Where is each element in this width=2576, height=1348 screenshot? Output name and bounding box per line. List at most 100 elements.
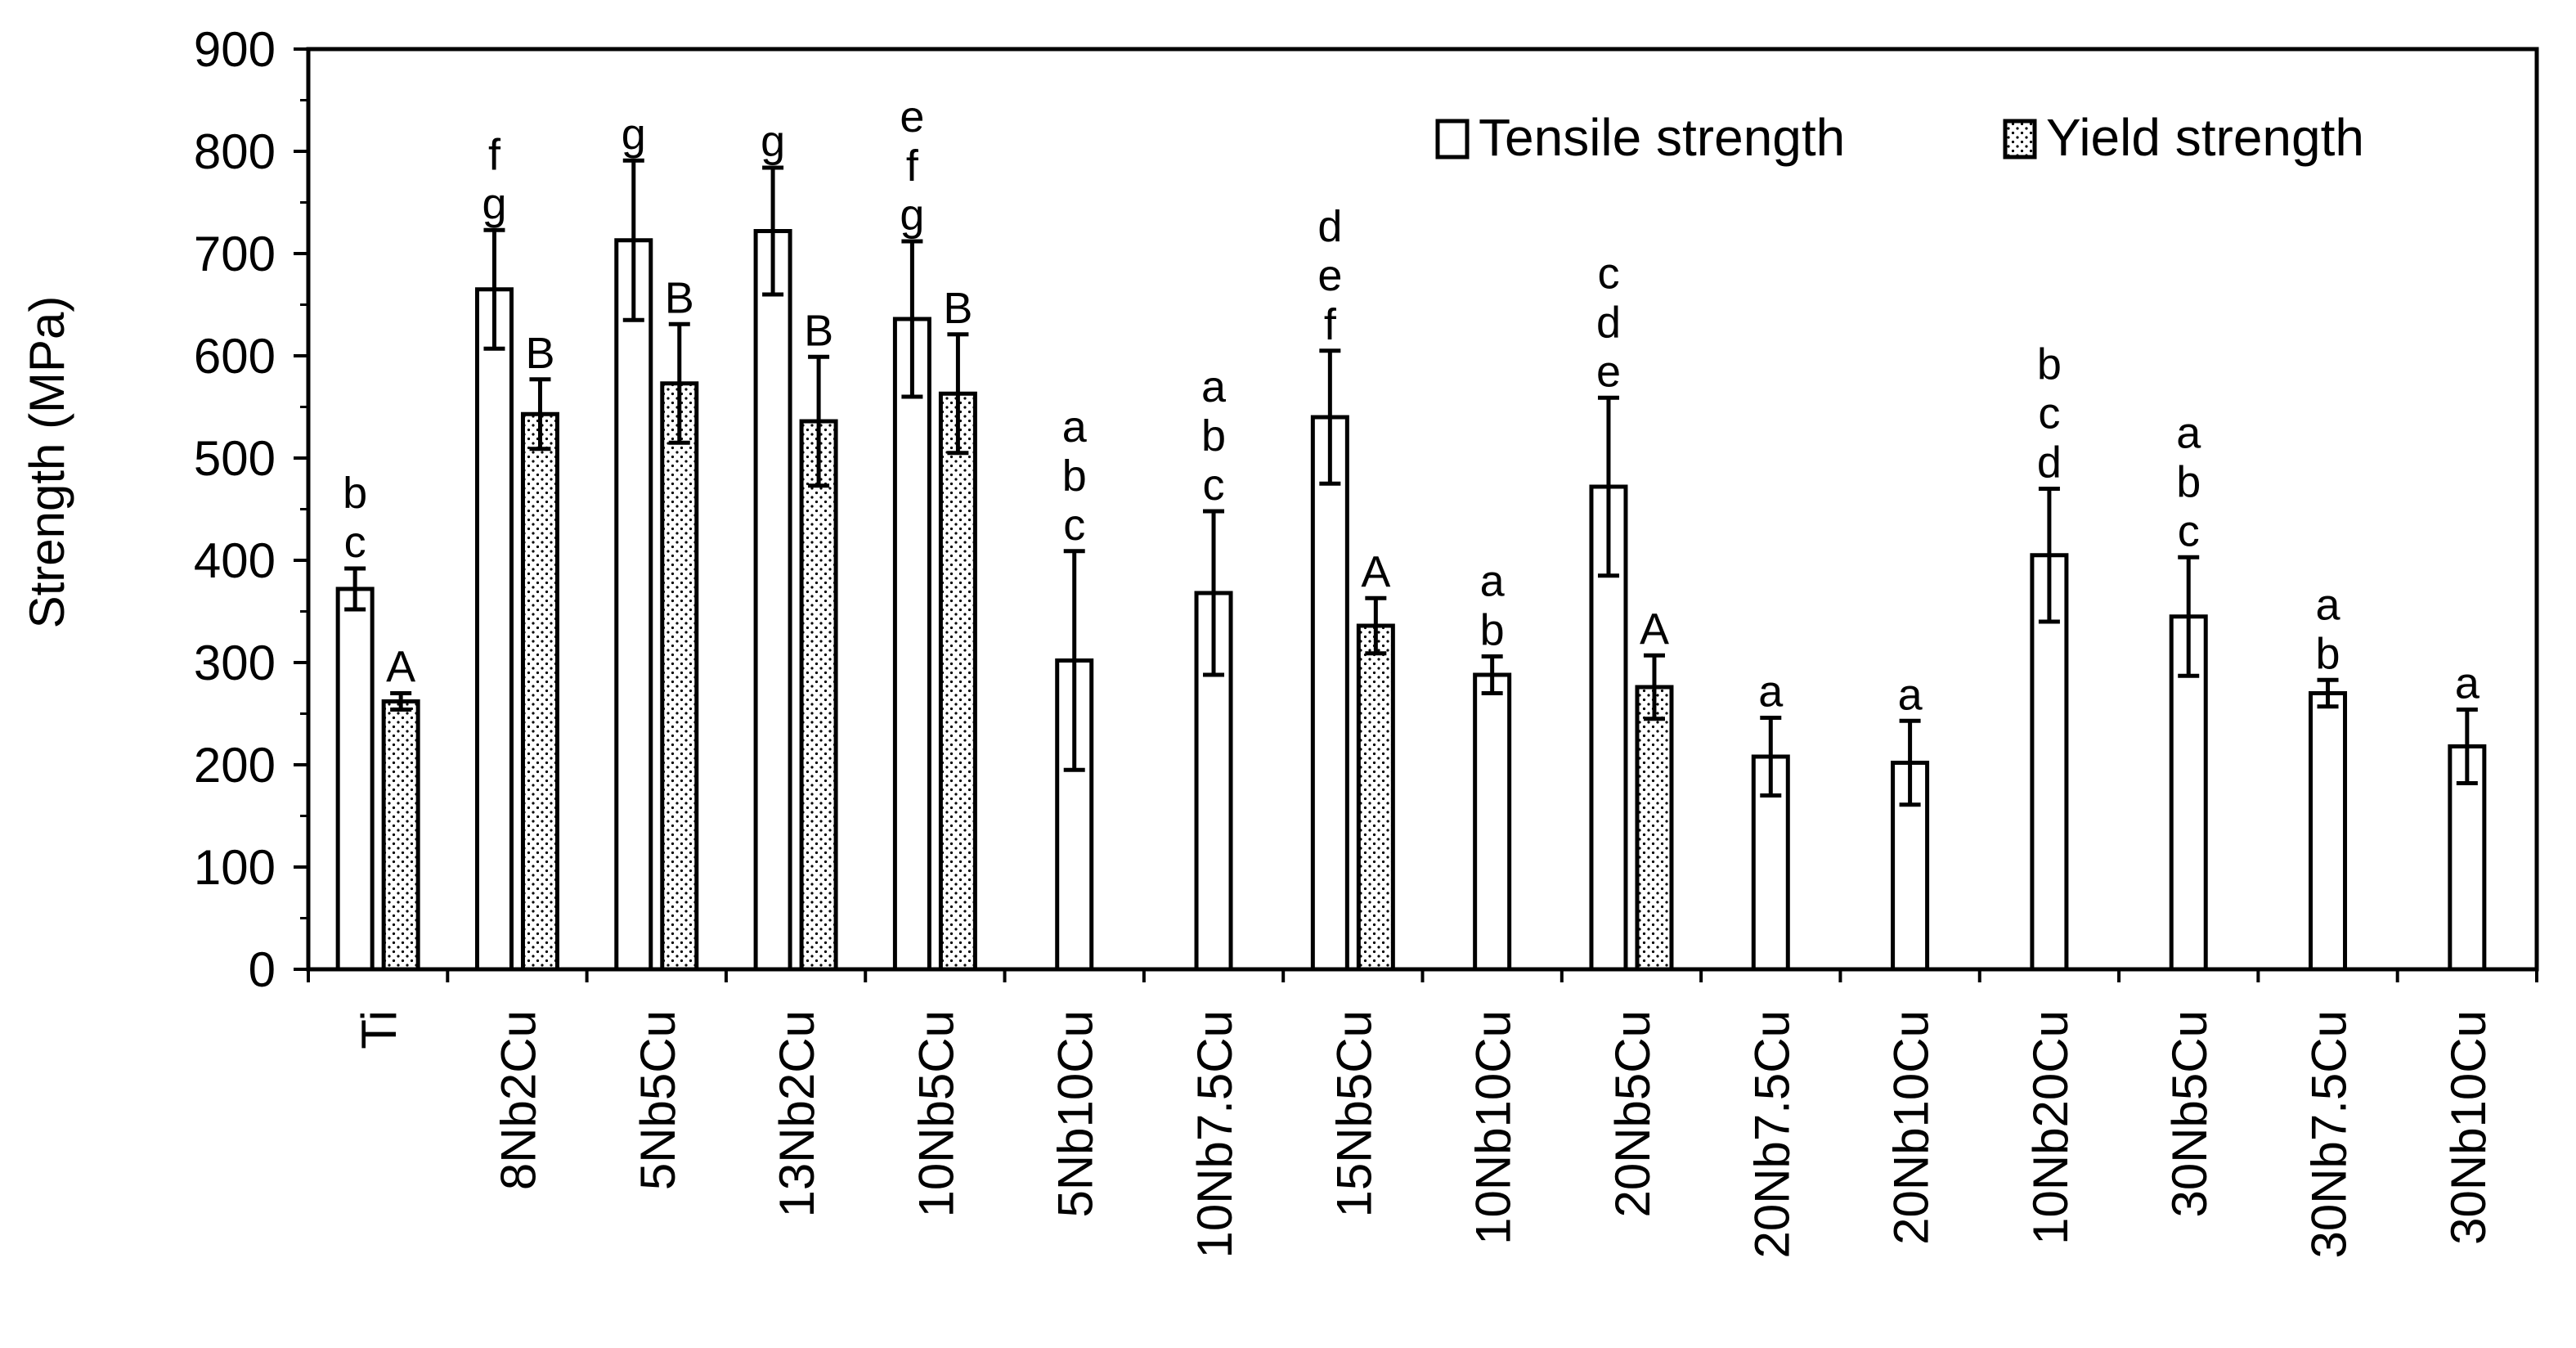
y-tick-label: 600 [194,329,276,384]
x-category-label: 20Nb7.5Cu [1744,1010,1799,1259]
significance-letter: g [482,179,506,228]
significance-letter: e [1596,347,1621,396]
x-category-label: 30Nb10Cu [2441,1010,2496,1245]
legend-label-yield: Yield strength [2046,108,2364,167]
x-category-label: 5Nb5Cu [631,1010,685,1190]
significance-letter: B [804,306,833,355]
tensile-bar [1194,591,1233,972]
legend-label-tensile: Tensile strength [1479,108,1845,167]
yield-bar [799,419,838,972]
tensile-significance-letters: g [761,117,785,166]
yield-bar [938,391,977,972]
yield-significance-letters: A [1640,604,1669,654]
significance-letter: a [2455,659,2480,708]
significance-letter: A [386,643,415,692]
significance-letter: a [2176,408,2201,457]
significance-letter: f [1324,300,1337,349]
significance-letter: b [2176,457,2201,506]
y-tick-label: 700 [194,227,276,281]
yield-significance-letters: B [665,273,694,322]
significance-letter: c [344,518,366,567]
tensile-bar [1473,672,1512,972]
significance-letter: d [2037,438,2062,488]
y-tick-label: 500 [194,431,276,486]
yield-bar [1356,623,1395,972]
significance-letter: b [1480,606,1505,655]
x-category-label: 10Nb10Cu [1466,1010,1521,1245]
yield-significance-letters: B [525,329,554,378]
x-category-label: 10Nb7.5Cu [1187,1010,1242,1259]
x-category-label: 30Nb7.5Cu [2302,1010,2357,1259]
x-category-label: 13Nb2Cu [770,1010,824,1218]
significance-letter: a [1062,402,1088,452]
tensile-significance-letters: a [2455,659,2480,708]
significance-letter: c [1063,501,1085,550]
y-tick-label: 900 [194,22,276,77]
significance-letter: g [900,191,924,240]
yield-bar [381,699,420,972]
significance-letter: e [1317,251,1342,300]
significance-letter: c [1203,461,1225,510]
legend-swatch-tensile [1435,119,1470,160]
significance-letter: e [900,92,924,142]
x-category-label: Ti [352,1010,406,1049]
x-category-label: 5Nb10Cu [1048,1010,1103,1218]
significance-letter: d [1317,202,1342,251]
tensile-significance-letters: g [622,110,646,159]
x-category-label: 8Nb2Cu [491,1010,545,1190]
significance-letter: B [665,273,694,322]
significance-letter: c [2178,506,2200,555]
x-category-label: 20Nb5Cu [1605,1010,1660,1218]
y-tick-label: 0 [249,942,276,997]
y-tick-label: 100 [194,840,276,895]
legend-swatch-yield [2003,119,2037,160]
yield-bar [1635,685,1674,972]
tensile-bar [2309,691,2348,972]
legend: Tensile strength Yield strength [1435,108,2364,167]
yield-significance-letters: B [804,306,833,355]
significance-letter: A [1640,604,1669,654]
significance-letter: B [943,284,972,333]
y-tick-label: 200 [194,738,276,793]
yield-bar [660,381,699,972]
significance-letter: d [1596,298,1621,347]
significance-letter: b [2037,340,2062,389]
tensile-bar [474,287,514,972]
significance-letter: a [1201,362,1227,411]
significance-letter: b [1201,411,1226,461]
significance-letter: b [1062,452,1087,501]
significance-letter: f [906,142,919,191]
significance-letter: f [488,130,501,179]
significance-letter: c [1597,249,1619,298]
tensile-bar [892,317,931,972]
tensile-bar [614,238,653,972]
significance-letter: b [2316,629,2340,678]
y-tick-label: 400 [194,533,276,588]
tensile-significance-letters: a [1758,667,1784,717]
significance-letter: B [525,329,554,378]
significance-letter: A [1361,547,1390,596]
x-category-label: 15Nb5Cu [1326,1010,1381,1218]
tensile-significance-letters: a [1898,670,1923,719]
y-tick-label: 300 [194,636,276,690]
y-axis-title: Strength (MPa) [20,296,74,629]
significance-letter: g [622,110,646,159]
significance-letter: b [343,469,367,518]
x-category-label: 10Nb20Cu [2023,1010,2078,1245]
x-axis: Ti 8Nb2Cu 5Nb5Cu 13Nb2Cu 10Nb5Cu 5Nb10Cu 10Nb7… [307,969,2538,1259]
tensile-bar [753,229,792,972]
significance-letter: a [1758,667,1784,717]
x-category-label: 20Nb10Cu [1884,1010,1939,1245]
